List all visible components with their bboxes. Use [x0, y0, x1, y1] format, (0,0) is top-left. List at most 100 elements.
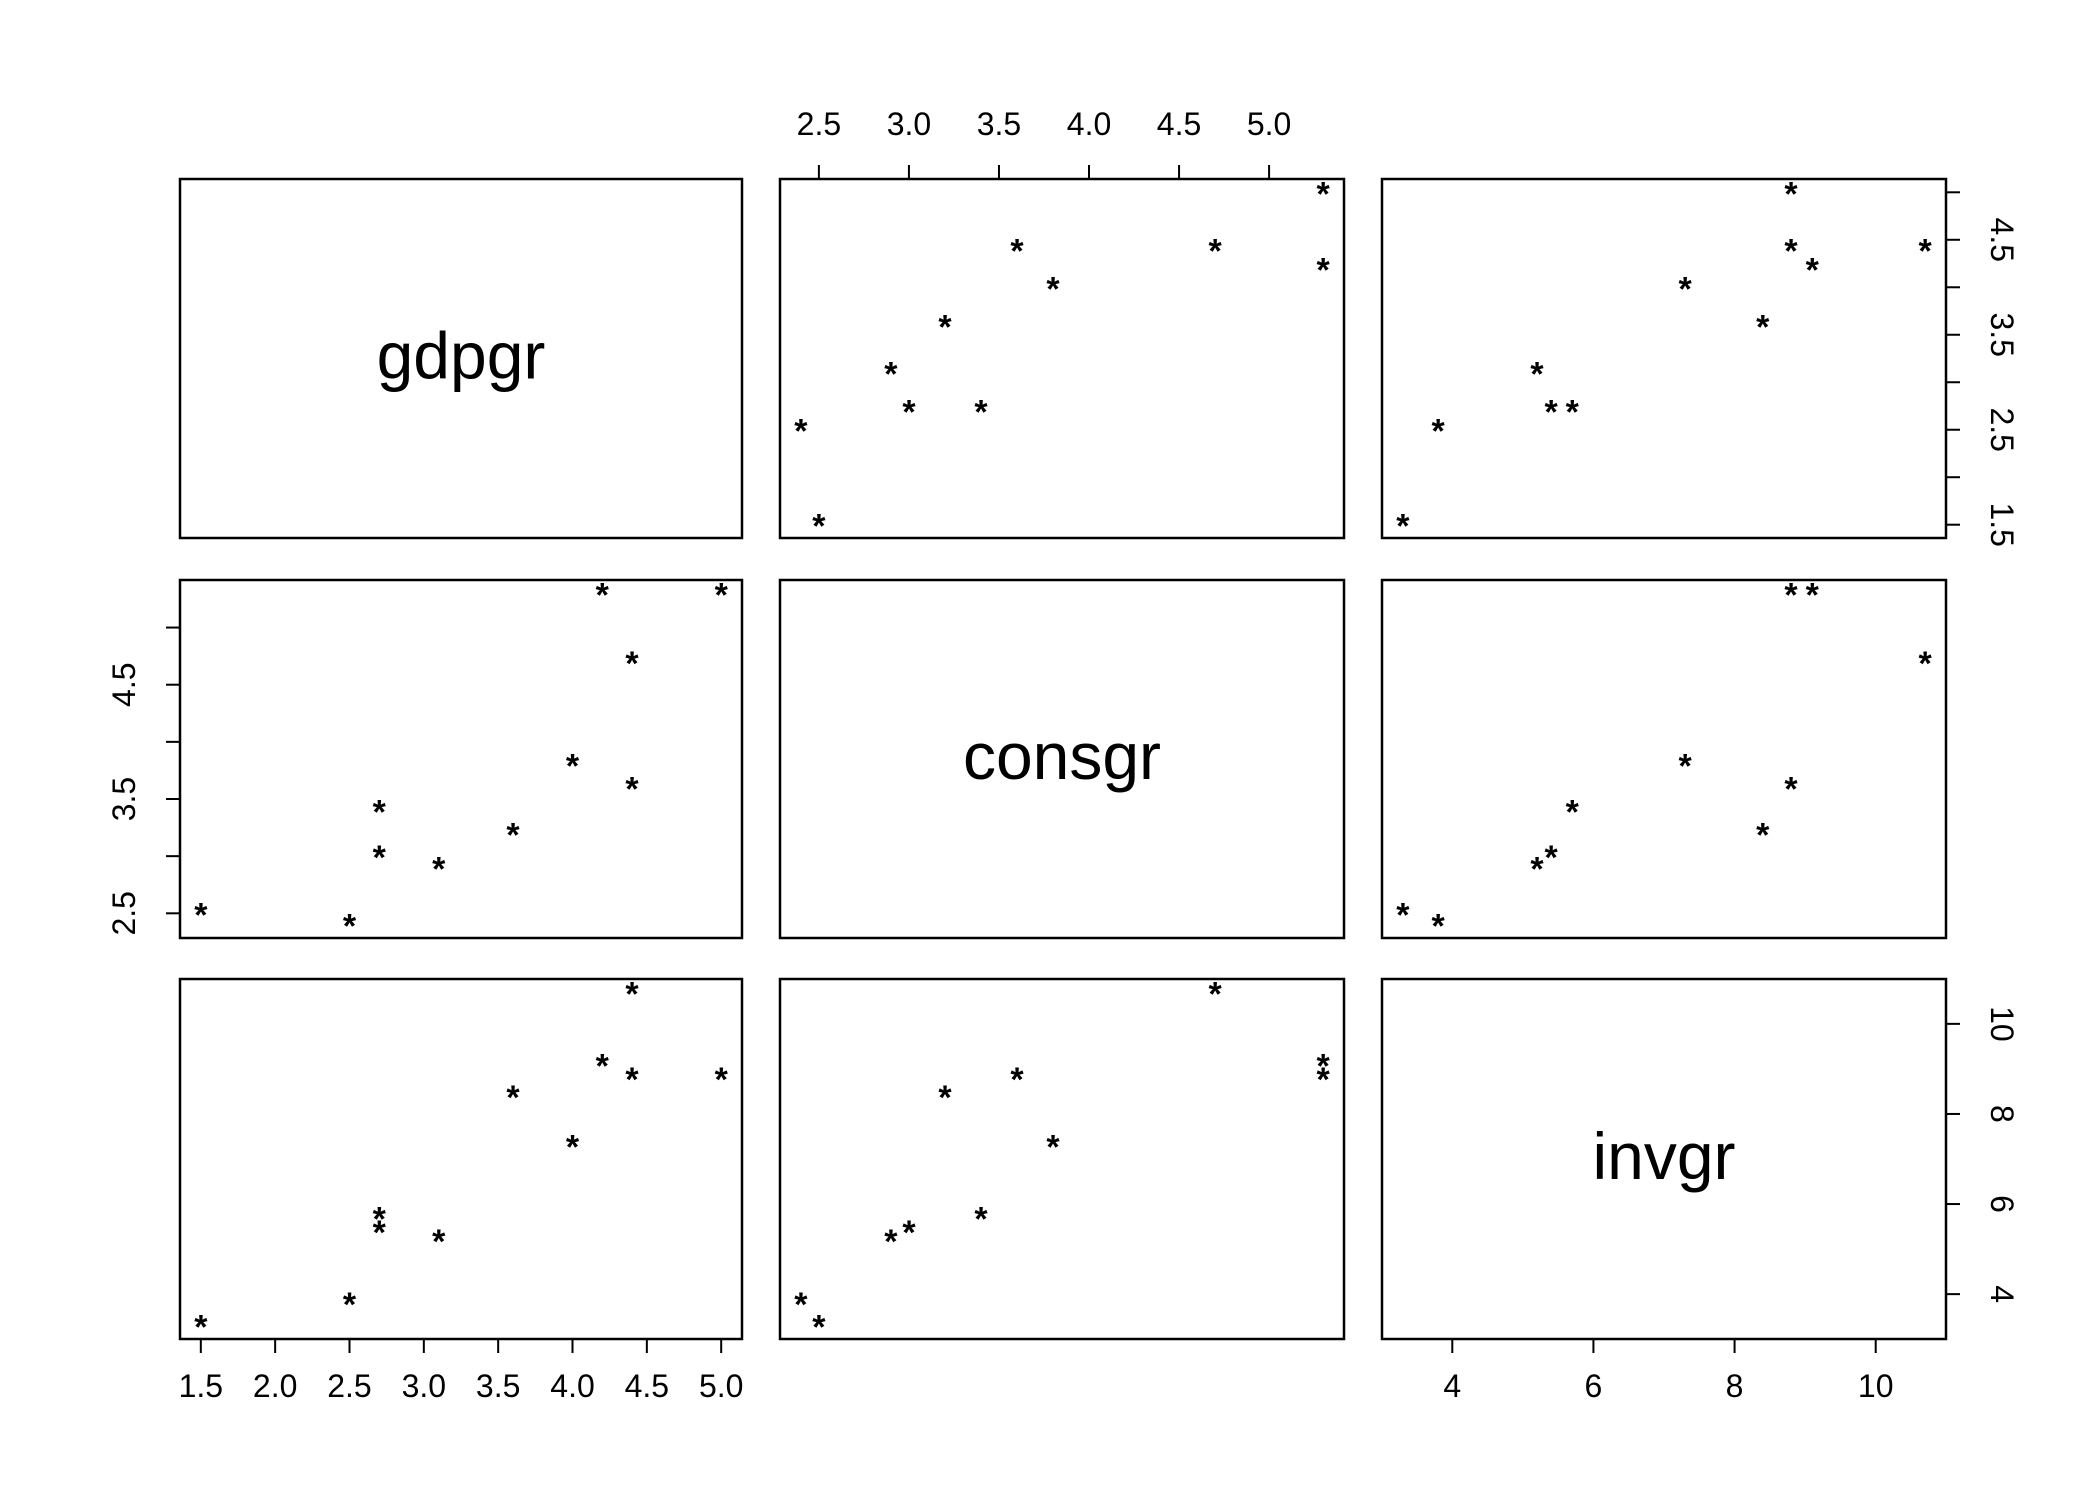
right-axis-tick-label-invgr-1: 6: [1984, 1195, 2020, 1213]
data-point-invgr-vs-gdpgr-6: *: [566, 1128, 580, 1166]
data-point-consgr-vs-invgr-7: *: [1806, 576, 1820, 614]
data-point-invgr-vs-gdpgr-2: *: [373, 1214, 387, 1252]
data-point-gdpgr-vs-invgr-5: *: [1756, 308, 1770, 346]
top-axis-tick-label-consgr-1: 3.0: [887, 106, 931, 142]
data-point-consgr-vs-gdpgr-9: *: [625, 645, 639, 683]
data-point-gdpgr-vs-invgr-10: *: [1784, 175, 1798, 213]
bottom-axis-tick-label-gdpgr-2: 2.5: [327, 1368, 371, 1404]
data-point-invgr-vs-consgr-2: *: [902, 1214, 916, 1252]
data-point-consgr-vs-gdpgr-8: *: [625, 771, 639, 809]
data-point-invgr-vs-gdpgr-1: *: [343, 1286, 357, 1324]
data-point-gdpgr-vs-consgr-7: *: [1316, 251, 1330, 289]
data-point-invgr-vs-consgr-0: *: [812, 1309, 826, 1347]
data-point-consgr-vs-gdpgr-7: *: [596, 576, 610, 614]
variable-label-gdpgr: gdpgr: [377, 319, 546, 393]
bottom-axis-tick-label-gdpgr-1: 2.0: [253, 1368, 297, 1404]
panel-frame-consgr-vs-gdpgr: [178, 578, 744, 940]
data-point-consgr-vs-invgr-1: *: [1432, 908, 1446, 946]
left-axis-tick-label-consgr-2: 3.5: [106, 777, 142, 821]
data-point-gdpgr-vs-consgr-1: *: [794, 413, 808, 451]
data-point-consgr-vs-gdpgr-6: *: [566, 748, 580, 786]
right-axis-tick-label-gdpgr-6: 4.5: [1984, 218, 2020, 262]
panel-frame-gdpgr-vs-gdpgr: [178, 177, 744, 540]
data-point-gdpgr-vs-invgr-6: *: [1679, 270, 1693, 308]
data-point-consgr-vs-invgr-0: *: [1396, 896, 1410, 934]
data-point-invgr-vs-consgr-8: *: [1010, 1061, 1024, 1099]
bottom-axis-tick-label-gdpgr-4: 3.5: [476, 1368, 520, 1404]
right-axis-tick-label-gdpgr-0: 1.5: [1984, 502, 2020, 546]
data-point-gdpgr-vs-invgr-7: *: [1806, 251, 1820, 289]
right-axis-tick-label-invgr-3: 10: [1984, 1006, 2020, 1042]
data-point-gdpgr-vs-consgr-3: *: [974, 394, 988, 432]
data-point-invgr-vs-gdpgr-9: *: [625, 975, 639, 1013]
data-point-gdpgr-vs-invgr-1: *: [1432, 413, 1446, 451]
data-point-consgr-vs-invgr-2: *: [1544, 839, 1558, 877]
panel-frame-invgr-vs-gdpgr: [178, 977, 744, 1341]
bottom-axis-tick-label-gdpgr-0: 1.5: [179, 1368, 223, 1404]
data-point-gdpgr-vs-consgr-4: *: [884, 356, 898, 394]
data-point-consgr-vs-gdpgr-3: *: [373, 793, 387, 831]
data-point-gdpgr-vs-consgr-8: *: [1010, 232, 1024, 270]
data-point-consgr-vs-invgr-10: *: [1784, 576, 1798, 614]
data-point-consgr-vs-invgr-9: *: [1918, 645, 1932, 683]
data-point-consgr-vs-gdpgr-1: *: [343, 908, 357, 946]
right-axis-tick-label-invgr-0: 4: [1984, 1285, 2020, 1303]
top-axis-tick-label-consgr-0: 2.5: [797, 106, 841, 142]
data-point-invgr-vs-consgr-6: *: [1046, 1128, 1060, 1166]
data-point-gdpgr-vs-invgr-3: *: [1566, 394, 1580, 432]
data-point-consgr-vs-gdpgr-10: *: [715, 576, 729, 614]
bottom-axis-tick-label-gdpgr-7: 5.0: [699, 1368, 743, 1404]
data-point-invgr-vs-consgr-3: *: [974, 1201, 988, 1239]
bottom-axis-tick-label-invgr-3: 10: [1858, 1368, 1894, 1404]
data-point-invgr-vs-gdpgr-3: *: [373, 1201, 387, 1239]
bottom-axis-tick-label-invgr-1: 6: [1585, 1368, 1603, 1404]
panel-frame-invgr-vs-consgr: [778, 977, 1346, 1341]
data-point-consgr-vs-invgr-6: *: [1679, 748, 1693, 786]
data-point-invgr-vs-consgr-10: *: [1316, 1061, 1330, 1099]
panel-frame-consgr-vs-consgr: [778, 578, 1346, 940]
data-point-invgr-vs-consgr-1: *: [794, 1286, 808, 1324]
data-point-invgr-vs-gdpgr-7: *: [596, 1047, 610, 1085]
variable-label-invgr: invgr: [1592, 1119, 1735, 1193]
data-point-gdpgr-vs-invgr-9: *: [1918, 232, 1932, 270]
data-point-consgr-vs-gdpgr-2: *: [373, 839, 387, 877]
right-axis-tick-label-invgr-2: 8: [1984, 1105, 2020, 1123]
data-point-invgr-vs-gdpgr-8: *: [625, 1061, 639, 1099]
top-axis-tick-label-consgr-3: 4.0: [1067, 106, 1111, 142]
data-point-invgr-vs-gdpgr-5: *: [506, 1079, 520, 1117]
data-point-invgr-vs-gdpgr-4: *: [432, 1223, 446, 1261]
data-point-consgr-vs-invgr-8: *: [1784, 771, 1798, 809]
right-axis-tick-label-gdpgr-2: 2.5: [1984, 407, 2020, 451]
bottom-axis-tick-label-gdpgr-6: 4.5: [625, 1368, 669, 1404]
left-axis-tick-label-consgr-4: 4.5: [106, 662, 142, 706]
data-point-gdpgr-vs-consgr-9: *: [1208, 232, 1222, 270]
data-point-gdpgr-vs-consgr-10: *: [1316, 175, 1330, 213]
data-point-consgr-vs-invgr-4: *: [1530, 851, 1544, 889]
panel-frame-gdpgr-vs-invgr: [1380, 177, 1948, 540]
data-point-gdpgr-vs-invgr-0: *: [1396, 508, 1410, 546]
data-point-consgr-vs-gdpgr-5: *: [506, 816, 520, 854]
top-axis-tick-label-consgr-5: 5.0: [1247, 106, 1291, 142]
data-point-invgr-vs-consgr-4: *: [884, 1223, 898, 1261]
data-point-gdpgr-vs-consgr-6: *: [1046, 270, 1060, 308]
right-axis-tick-label-gdpgr-4: 3.5: [1984, 313, 2020, 357]
data-point-gdpgr-vs-consgr-0: *: [812, 508, 826, 546]
data-point-invgr-vs-consgr-5: *: [938, 1079, 952, 1117]
data-point-gdpgr-vs-consgr-2: *: [902, 394, 916, 432]
left-axis-tick-label-consgr-0: 2.5: [106, 891, 142, 935]
variable-label-consgr: consgr: [963, 719, 1161, 793]
data-point-consgr-vs-invgr-3: *: [1566, 793, 1580, 831]
data-point-invgr-vs-consgr-7: *: [1316, 1047, 1330, 1085]
bottom-axis-tick-label-gdpgr-5: 4.0: [550, 1368, 594, 1404]
bottom-axis-tick-label-gdpgr-3: 3.0: [402, 1368, 446, 1404]
data-point-invgr-vs-gdpgr-0: *: [194, 1309, 208, 1347]
data-point-gdpgr-vs-invgr-2: *: [1544, 394, 1558, 432]
data-point-consgr-vs-gdpgr-0: *: [194, 896, 208, 934]
data-point-invgr-vs-consgr-9: *: [1208, 975, 1222, 1013]
top-axis-tick-label-consgr-2: 3.5: [977, 106, 1021, 142]
data-point-consgr-vs-invgr-5: *: [1756, 816, 1770, 854]
panel-frame-gdpgr-vs-consgr: [778, 177, 1346, 540]
data-point-gdpgr-vs-invgr-8: *: [1784, 232, 1798, 270]
data-point-gdpgr-vs-consgr-5: *: [938, 308, 952, 346]
